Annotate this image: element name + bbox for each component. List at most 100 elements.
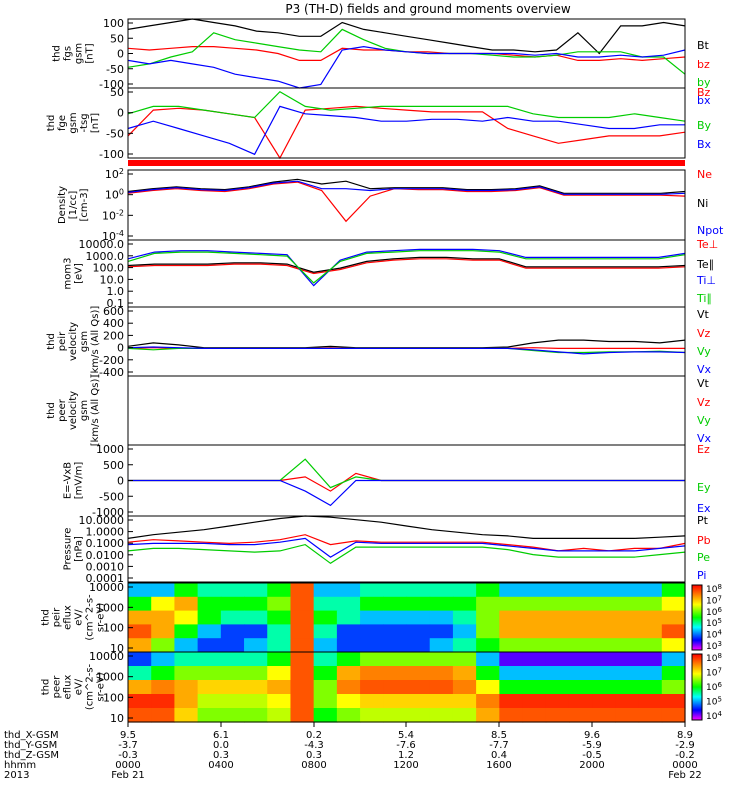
heatmap-cell (522, 652, 547, 667)
date-row-label: 2013 (4, 770, 29, 781)
heatmap-cell (244, 610, 268, 625)
axis-row-value: -0.5 (582, 750, 602, 761)
heatmap-cell (290, 583, 315, 598)
y-axis-label-line: [nT] (90, 113, 101, 133)
legend-Vt: Vt (697, 308, 710, 321)
heatmap-cell (406, 596, 431, 612)
heatmap-cell (220, 694, 245, 709)
heatmap-cell (638, 652, 663, 667)
legend-Vy: Vy (697, 345, 711, 358)
colorbar-tick: 104 (706, 629, 722, 641)
heatmap-cell (429, 610, 454, 625)
y-axis-label-line: [eV] (74, 263, 85, 284)
heatmap-cell (220, 652, 245, 667)
legend-Pe: Pe (697, 551, 710, 564)
y-tick-label: 100 (103, 17, 124, 30)
heatmap-cell (452, 652, 477, 667)
heatmap-cell (638, 610, 663, 625)
colorbar-tick: 104 (706, 710, 722, 722)
y-axis-label-line: thd (41, 609, 52, 626)
colorbar (691, 653, 703, 721)
y-axis-label-line: gsm (68, 112, 79, 133)
heatmap-cell (267, 652, 292, 667)
heatmap-cell (151, 638, 176, 653)
axis-row-value: -0.2 (675, 750, 695, 761)
heatmap-cell (452, 624, 477, 639)
heatmap-cell (638, 638, 663, 653)
heatmap-cell (661, 652, 686, 667)
y-tick-label: 0.0100 (86, 549, 125, 562)
heatmap-cell (128, 680, 152, 695)
heatmap-cell (592, 680, 616, 695)
heatmap-cell (313, 694, 338, 709)
panel-fge: Bz By Bx 50 0 -50 -100 thd fge gsm -tsg [nT] (46, 86, 712, 161)
heatmap-cell (197, 694, 222, 709)
axis-row-label: hhmm (4, 760, 36, 771)
heatmap-cell (545, 680, 570, 695)
heatmap-cell (313, 583, 338, 598)
heatmap-cell (568, 610, 593, 625)
heatmap-cell (151, 708, 176, 723)
y-axis-label-line: gsm (74, 43, 85, 64)
heatmap-cell (197, 610, 222, 625)
y-axis-label-line: velocity (68, 391, 79, 430)
heatmap-cell (197, 583, 222, 598)
series-line-Ti⊥ (127, 248, 686, 287)
series-line-Bx (127, 105, 685, 156)
heatmap-cell (406, 694, 431, 709)
heatmap-cell (336, 708, 361, 723)
y-axis-label-line: sr-eV) (96, 603, 107, 632)
axis-row-value: 0.0 (213, 740, 229, 751)
heatmap-cell (313, 596, 338, 612)
heatmap-cell (151, 583, 176, 598)
y-tick-label: 10-2 (102, 208, 124, 222)
legend-Vz: Vz (697, 327, 711, 340)
heatmap-cell (197, 708, 222, 723)
heatmap-cell (429, 652, 454, 667)
heatmap-cell (615, 624, 640, 639)
heatmap-cell (429, 680, 454, 695)
legend-Vy: Vy (697, 414, 711, 427)
heatmap-cell (545, 708, 570, 723)
heatmap-cell (244, 666, 268, 681)
axis-row-value: 8.5 (491, 730, 507, 741)
heatmap-cell (383, 624, 408, 639)
heatmap-cell (336, 624, 361, 639)
y-axis-label-line: peer (57, 398, 68, 422)
y-tick-label: 0.0010 (86, 560, 125, 573)
series-line-Pt (127, 515, 686, 540)
axis-row-value: 0.4 (491, 750, 507, 761)
heatmap-cell (174, 680, 199, 695)
y-axis-label: thd peir eflux eV/(cm^2-s-sr-eV) (41, 594, 107, 641)
y-axis-label-line: [nPa] (74, 536, 85, 562)
panel-frame (127, 87, 686, 159)
y-tick-label: 0.1000 (86, 537, 125, 550)
heatmap-cell (499, 694, 524, 709)
heatmap-cell (615, 610, 640, 625)
heatmap-cell (383, 652, 408, 667)
y-tick-label: -500 (99, 490, 124, 503)
y-axis-label-line: eflux (63, 675, 74, 700)
y-tick-label: 0 (117, 48, 124, 61)
heatmap-cell (499, 708, 524, 723)
heatmap-cell (568, 694, 593, 709)
axis-row-value: 0800 (301, 760, 326, 771)
heatmap-cell (615, 666, 640, 681)
legend-Vx: Vx (697, 363, 712, 376)
legend-Ti∥: Ti∥ (696, 292, 712, 305)
heatmap-cell (406, 652, 431, 667)
y-tick-label: 100.0 (93, 262, 125, 275)
y-tick-label: 50 (110, 32, 124, 45)
panel-frame (127, 169, 686, 241)
heatmap-cell (360, 694, 384, 709)
heatmap-cell (220, 708, 245, 723)
y-tick-label: 10000 (89, 581, 124, 594)
colorbar-tick: 103 (706, 640, 722, 652)
y-axis-label-line: mom3 (63, 258, 74, 290)
colorbar (691, 584, 703, 651)
y-tick-label: 10.0000 (79, 514, 125, 527)
y-tick-label: -200 (99, 354, 124, 367)
heatmap-cell (383, 694, 408, 709)
series-line-Pe (127, 543, 686, 565)
